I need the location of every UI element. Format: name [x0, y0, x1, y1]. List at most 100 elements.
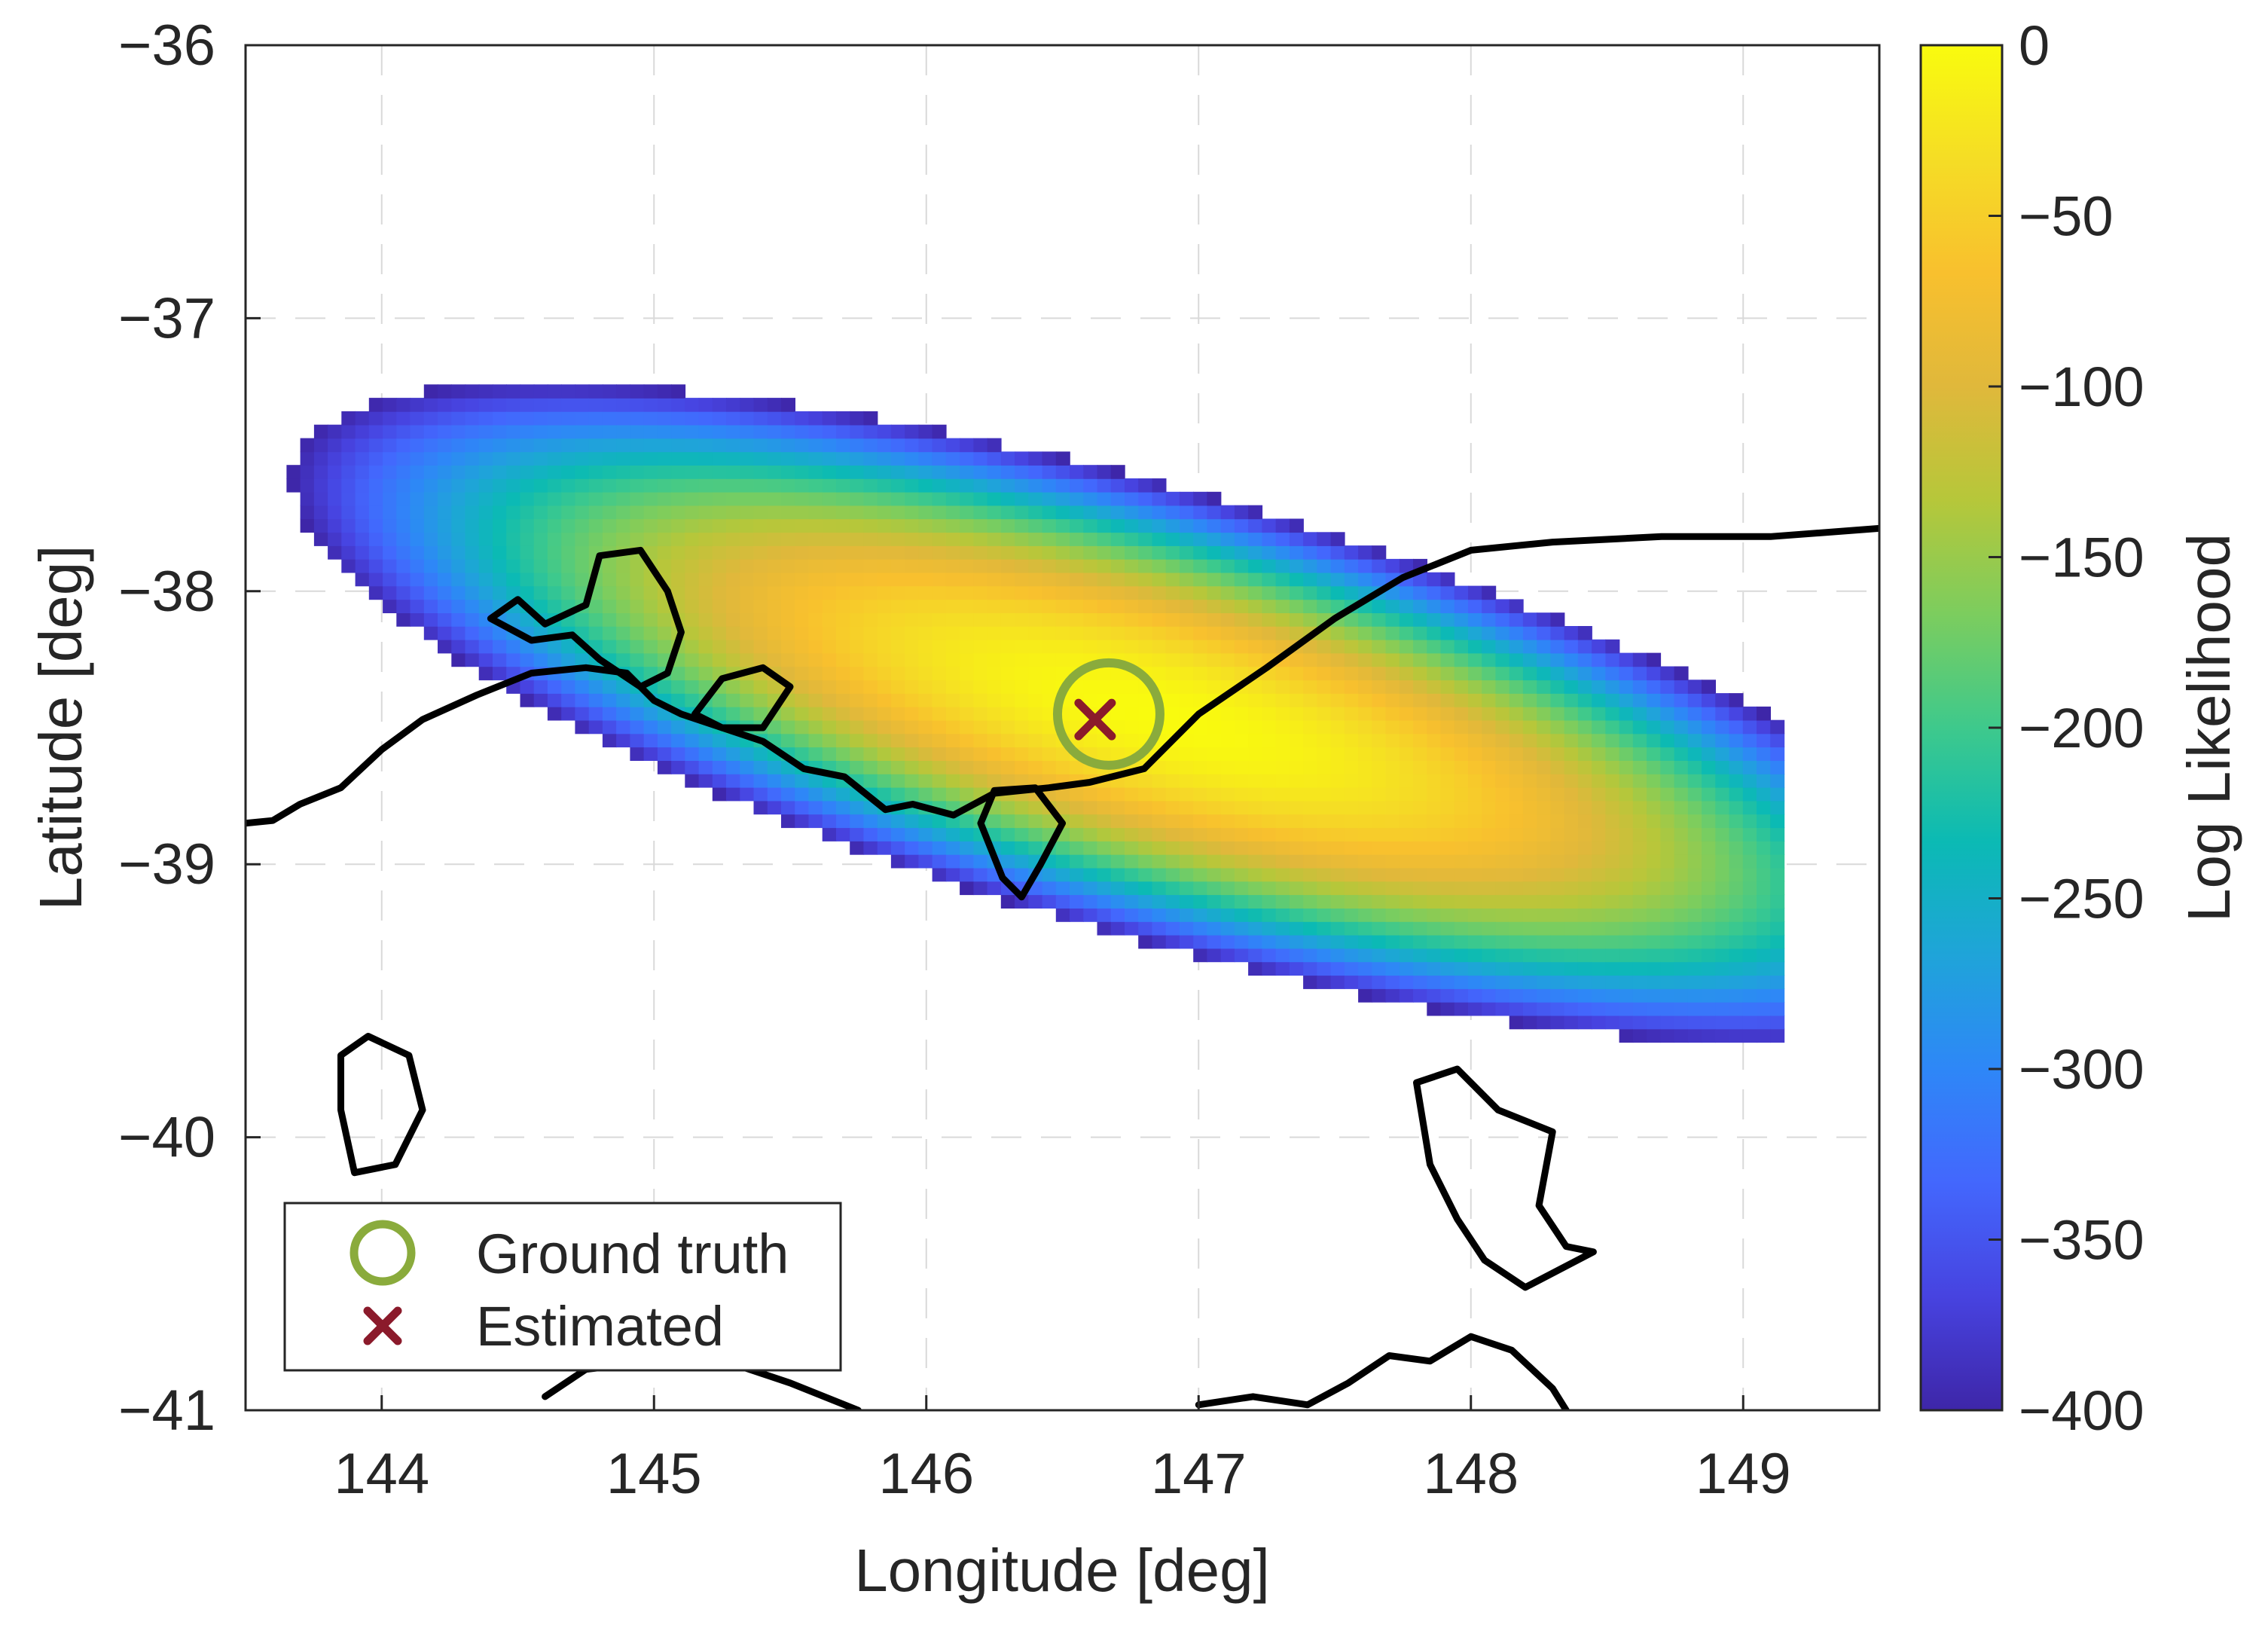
heatmap-cell: [657, 398, 672, 412]
heatmap-cell: [890, 572, 905, 587]
heatmap-cell: [1454, 814, 1469, 829]
heatmap-cell: [657, 747, 672, 761]
heatmap-cell: [1522, 827, 1537, 841]
heatmap-cell: [1577, 652, 1592, 667]
heatmap-cell: [1495, 706, 1510, 721]
heatmap-cell: [685, 747, 700, 761]
heatmap-cell: [1729, 1028, 1744, 1043]
heatmap-cell: [767, 411, 782, 426]
heatmap-cell: [1399, 666, 1414, 681]
heatmap-cell: [1125, 639, 1139, 654]
heatmap-cell: [1495, 975, 1510, 989]
heatmap-cell: [712, 545, 727, 560]
heatmap-cell: [1592, 814, 1607, 829]
heatmap-cell: [1234, 908, 1249, 922]
heatmap-cell: [1413, 800, 1427, 815]
heatmap-cell: [1605, 800, 1620, 815]
heatmap-cell: [1605, 867, 1620, 882]
heatmap-cell: [1592, 894, 1607, 909]
heatmap-cell: [630, 384, 645, 399]
heatmap-cell: [905, 680, 920, 694]
heatmap-cell: [836, 585, 850, 600]
heatmap-cell: [1028, 505, 1043, 520]
heatmap-cell: [685, 558, 700, 573]
heatmap-cell: [671, 451, 686, 466]
heatmap-cell: [1042, 599, 1057, 613]
heatmap-cell: [451, 424, 466, 439]
heatmap-cell: [1303, 827, 1318, 841]
heatmap-cell: [1468, 599, 1482, 613]
heatmap-cell: [808, 733, 823, 748]
heatmap-cell: [1207, 639, 1222, 654]
heatmap-cell: [1015, 518, 1030, 533]
heatmap-cell: [973, 612, 988, 627]
heatmap-cell: [1495, 626, 1510, 640]
heatmap-cell: [712, 612, 727, 627]
heatmap-cell: [1660, 666, 1675, 681]
heatmap-cell: [533, 572, 548, 587]
plot-frame: [244, 44, 1881, 1412]
heatmap-cell: [1138, 518, 1153, 533]
heatmap-cell: [863, 545, 878, 560]
heatmap-cell: [1097, 666, 1112, 681]
heatmap-cell: [506, 532, 521, 546]
heatmap-cell: [1110, 867, 1125, 882]
heatmap-cell: [1770, 854, 1785, 869]
heatmap-cell: [1577, 786, 1592, 802]
heatmap-cell: [1275, 558, 1290, 573]
heatmap-cell: [1413, 760, 1427, 774]
heatmap-cell: [1577, 733, 1592, 748]
heatmap-cell: [396, 572, 411, 587]
heatmap-cell: [960, 438, 975, 453]
heatmap-cell: [836, 505, 850, 520]
heatmap-cell: [396, 491, 411, 506]
heatmap-cell: [465, 491, 480, 506]
colorbar-tick-label: −100: [2019, 356, 2144, 418]
heatmap-cell: [973, 545, 988, 560]
heatmap-cell: [1495, 948, 1510, 963]
heatmap-cell: [1632, 867, 1647, 882]
heatmap-cell: [1248, 827, 1263, 841]
heatmap-cell: [1275, 532, 1290, 546]
heatmap-cell: [396, 612, 411, 627]
heatmap-cell: [740, 693, 755, 707]
heatmap-cell: [1317, 545, 1332, 560]
heatmap-cell: [726, 612, 740, 627]
heatmap-cell: [1070, 814, 1084, 829]
heatmap-cell: [1427, 572, 1442, 587]
heatmap-cell: [575, 680, 590, 694]
heatmap-cell: [698, 612, 713, 627]
heatmap-cell: [740, 599, 755, 613]
heatmap-cell: [1055, 505, 1070, 520]
heatmap-cell: [685, 693, 700, 707]
heatmap-cell: [1550, 975, 1565, 989]
heatmap-cell: [1330, 854, 1345, 869]
heatmap-cell: [547, 478, 562, 493]
heatmap-cell: [1303, 934, 1318, 949]
heatmap-cell: [355, 411, 370, 426]
heatmap-cell: [1729, 854, 1744, 869]
heatmap-cell: [1632, 760, 1647, 774]
heatmap-cell: [740, 612, 755, 627]
heatmap-cell: [1344, 572, 1359, 587]
heatmap-cell: [286, 465, 301, 479]
heatmap-cell: [1399, 558, 1414, 573]
heatmap-cell: [423, 451, 438, 466]
heatmap-cell: [918, 666, 933, 681]
heatmap-cell: [1468, 975, 1482, 989]
heatmap-cell: [575, 612, 590, 627]
heatmap-cell: [575, 652, 590, 667]
heatmap-cell: [1413, 585, 1427, 600]
heatmap-cell: [698, 733, 713, 748]
heatmap-cell: [1413, 921, 1427, 936]
heatmap-cell: [1125, 478, 1139, 493]
heatmap-cell: [890, 854, 905, 869]
heatmap-cell: [960, 881, 975, 896]
heatmap-cell: [1344, 558, 1359, 573]
heatmap-cell: [740, 545, 755, 560]
heatmap-cell: [863, 478, 878, 493]
heatmap-cell: [1097, 747, 1112, 761]
heatmap-cell: [890, 827, 905, 841]
heatmap-cell: [1592, 881, 1607, 896]
heatmap-cell: [905, 612, 920, 627]
